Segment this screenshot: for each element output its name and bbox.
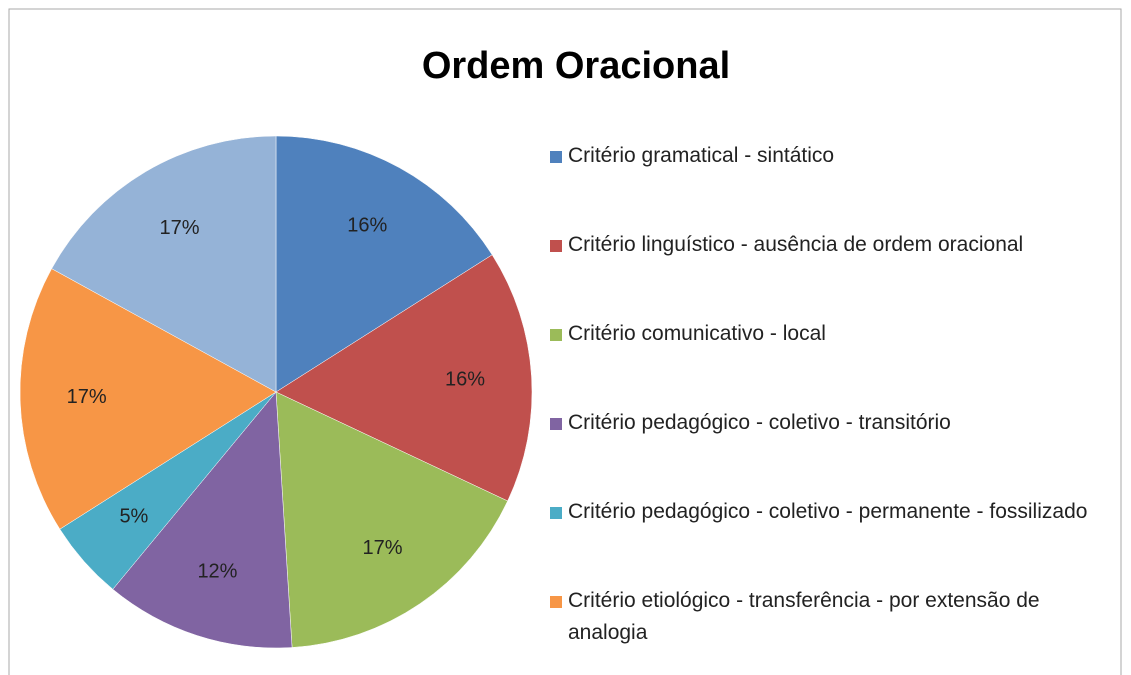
data-label: 16%	[347, 214, 387, 236]
legend-item: Critério comunicativo - local	[548, 318, 1088, 407]
legend-label: Critério etiológico - transferência - po…	[568, 589, 1040, 644]
pie-slice	[112, 391, 293, 649]
frame	[8, 8, 1122, 675]
legend-label: Critério pedagógico - coletivo - permane…	[568, 500, 1088, 523]
legend-swatch	[550, 240, 562, 252]
data-label: 17%	[160, 217, 200, 239]
legend-item: Critério etiológico - transferência - po…	[548, 585, 1088, 674]
data-label: 12%	[197, 560, 237, 582]
legend-swatch	[550, 329, 562, 341]
legend-swatch	[550, 596, 562, 608]
legend-item: Critério gramatical - sintático	[548, 140, 1088, 229]
pie-slice	[275, 135, 493, 393]
pie-slice	[275, 391, 508, 648]
legend-label: Critério pedagógico - coletivo - transit…	[568, 411, 951, 434]
legend-item: Critério linguístico - ausência de ordem…	[548, 229, 1088, 318]
data-label: 5%	[119, 506, 148, 528]
legend: Critério gramatical - sintático Critério …	[548, 140, 1108, 674]
data-label: 17%	[67, 386, 107, 408]
pie-slice	[275, 254, 533, 502]
legend-label: Critério gramatical - sintático	[568, 144, 835, 167]
data-label: 17%	[362, 537, 402, 559]
legend-label: Critério linguístico - ausência de ordem…	[568, 233, 1024, 256]
legend-swatch	[550, 151, 562, 163]
legend-item: Critério pedagógico - coletivo - transit…	[548, 407, 1088, 496]
legend-item: Critério pedagógico - coletivo - permane…	[548, 496, 1088, 585]
legend-swatch	[550, 507, 562, 519]
data-label: 16%	[445, 368, 485, 390]
pie-slice	[51, 135, 277, 393]
chart-title: Ordem Oracional	[422, 45, 730, 87]
legend-swatch	[550, 418, 562, 430]
legend-label: Critério comunicativo - local	[568, 322, 826, 345]
pie-slice	[19, 268, 277, 530]
